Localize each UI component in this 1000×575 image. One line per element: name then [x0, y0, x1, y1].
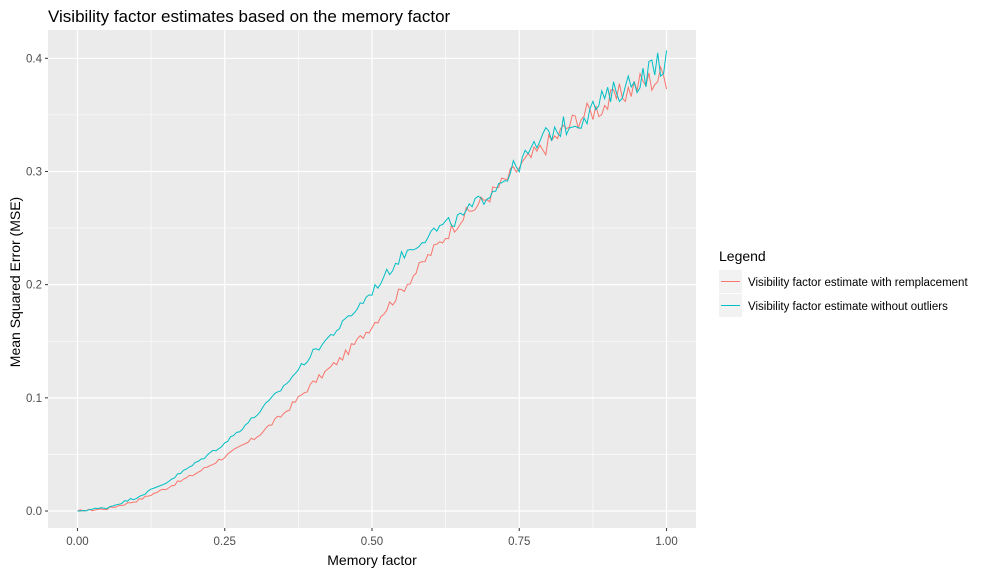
grid — [48, 30, 696, 528]
x-tick-label: 1.00 — [655, 536, 677, 548]
x-axis-title: Memory factor — [327, 552, 417, 568]
legend-label-with-replacement: Visibility factor estimate with remplace… — [748, 277, 968, 289]
legend-item-without-outliers: Visibility factor estimate without outli… — [719, 294, 948, 317]
legend: Legend Visibility factor estimate with r… — [719, 248, 968, 317]
y-axis-title: Mean Squared Error (MSE) — [7, 197, 23, 367]
x-tick-label: 0.75 — [508, 536, 530, 548]
x-axis: 0.00 0.25 0.50 0.75 1.00 — [66, 528, 678, 548]
y-tick-label: 0.1 — [26, 393, 42, 405]
y-tick-label: 0.3 — [26, 166, 42, 178]
series-lines — [77, 50, 668, 512]
legend-title: Legend — [719, 248, 766, 264]
series-line-without-outliers — [77, 50, 668, 512]
x-tick-label: 0.50 — [361, 536, 383, 548]
x-tick-label: 0.00 — [66, 536, 88, 548]
x-tick-label: 0.25 — [214, 536, 236, 548]
legend-label-without-outliers: Visibility factor estimate without outli… — [748, 301, 948, 313]
y-tick-label: 0.4 — [26, 53, 43, 65]
y-tick-label: 0.2 — [26, 280, 42, 292]
chart-title: Visibility factor estimates based on the… — [48, 7, 451, 26]
y-tick-label: 0.0 — [26, 506, 42, 518]
series-line-with-replacement — [77, 65, 668, 512]
legend-item-with-replacement: Visibility factor estimate with remplace… — [719, 270, 968, 293]
y-axis: 0.0 0.1 0.2 0.3 0.4 — [26, 53, 48, 518]
